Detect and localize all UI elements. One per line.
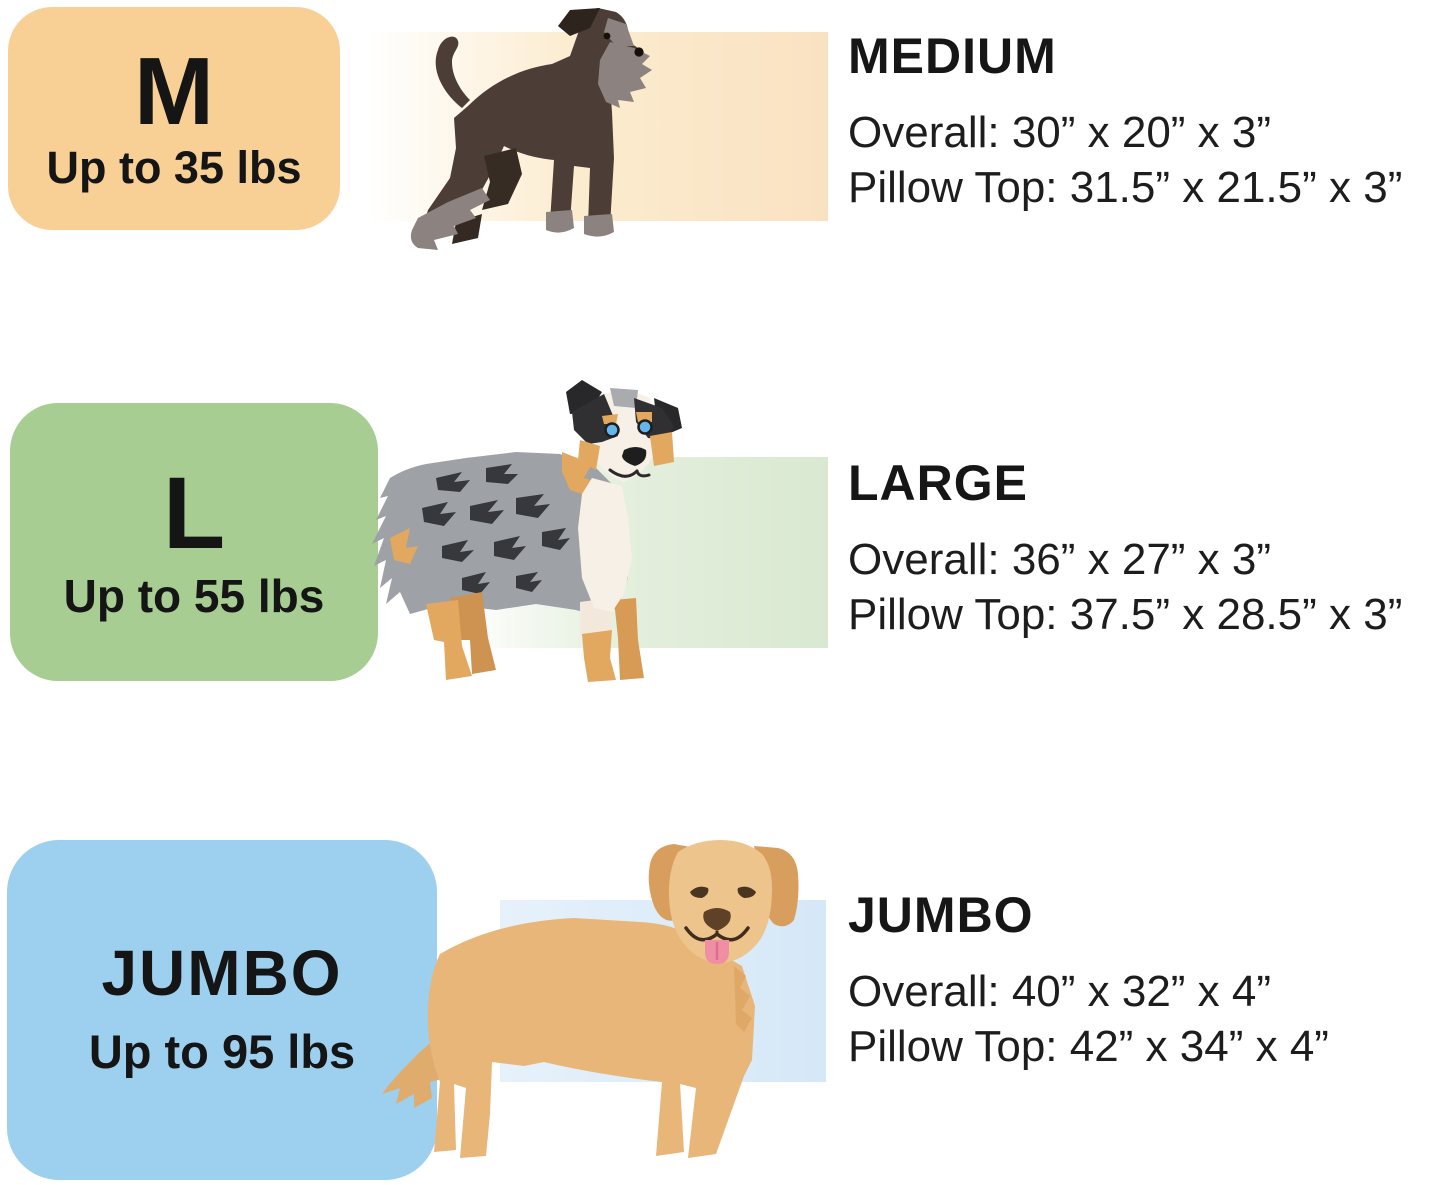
badge-size-letter: M [134, 37, 214, 145]
overall-dimensions: Overall: 30” x 20” x 3” [848, 107, 1272, 157]
size-details-large: LARGE Overall: 36” x 27” x 3” Pillow Top… [848, 457, 1402, 642]
pillow-top-dimensions: Pillow Top: 31.5” x 21.5” x 3” [848, 162, 1403, 212]
size-name: LARGE [848, 455, 1028, 511]
badge-weight-limit: Up to 95 lbs [88, 1025, 356, 1079]
size-details-medium: MEDIUM Overall: 30” x 20” x 3” Pillow To… [848, 30, 1402, 215]
size-badge-jumbo: JUMBO Up to 95 lbs [7, 840, 437, 1180]
golden-retriever-dog-icon [382, 840, 799, 1158]
badge-size-letter: L [162, 455, 226, 570]
badge-weight-limit: Up to 35 lbs [46, 142, 302, 194]
overall-dimensions: Overall: 36” x 27” x 3” [848, 534, 1272, 584]
pillow-top-dimensions: Pillow Top: 37.5” x 28.5” x 3” [848, 589, 1403, 639]
size-name: MEDIUM [848, 28, 1057, 84]
badge-weight-limit: Up to 55 lbs [63, 570, 325, 623]
size-name: JUMBO [848, 887, 1034, 943]
pillow-top-dimensions: Pillow Top: 42” x 34” x 4” [848, 1021, 1329, 1071]
size-badge-large: L Up to 55 lbs [10, 403, 378, 681]
overall-dimensions: Overall: 40” x 32” x 4” [848, 966, 1272, 1016]
size-badge-medium: M Up to 35 lbs [8, 7, 340, 230]
badge-size-letter: JUMBO [101, 936, 343, 1009]
size-details-jumbo: JUMBO Overall: 40” x 32” x 4” Pillow Top… [848, 889, 1329, 1074]
australian-shepherd-dog-icon [372, 380, 682, 682]
miniature-schnauzer-dog-icon [410, 8, 652, 250]
